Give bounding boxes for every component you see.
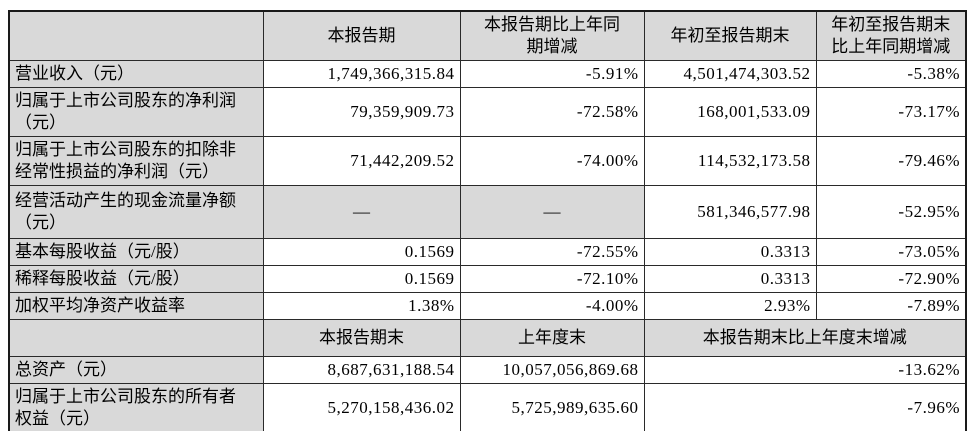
table-row-net-profit: 归属于上市公司股东的净利润 （元） 79,359,909.73 -72.58% … — [8, 87, 967, 137]
cell-period-end: 5,270,158,436.02 — [262, 383, 461, 431]
row-label: 归属于上市公司股东的所有者 权益（元） — [8, 383, 264, 431]
cell-ytd-yoy: -72.90% — [815, 265, 967, 293]
cell-yoy: -74.00% — [459, 136, 645, 186]
cell-current: 1.38% — [262, 292, 461, 320]
table-row-diluted-eps: 稀释每股收益（元/股） 0.1569 -72.10% 0.3313 -72.90… — [8, 265, 967, 293]
table-row-total-assets: 总资产（元） 8,687,631,188.54 10,057,056,869.6… — [8, 356, 967, 384]
row-label: 归属于上市公司股东的净利润 （元） — [8, 87, 264, 137]
header-ytd: 年初至报告期末 — [643, 10, 817, 61]
cell-ytd-yoy: -79.46% — [815, 136, 967, 186]
header-corner-cell-2 — [8, 319, 264, 357]
cell-prior-year-end: 5,725,989,635.60 — [459, 383, 645, 431]
cell-change: -7.96% — [643, 383, 967, 431]
cell-yoy: -72.10% — [459, 265, 645, 293]
row-label: 加权平均净资产收益率 — [8, 292, 264, 320]
cell-ytd: 168,001,533.09 — [643, 87, 817, 137]
cell-yoy: -5.91% — [459, 60, 645, 88]
table-header-period-end: 本报告期末 上年度末 本报告期末比上年度末增减 — [8, 319, 967, 357]
cell-ytd: 4,501,474,303.52 — [643, 60, 817, 88]
cell-yoy: -4.00% — [459, 292, 645, 320]
cell-current-dash: — — [262, 185, 461, 239]
table-row-basic-eps: 基本每股收益（元/股） 0.1569 -72.55% 0.3313 -73.05… — [8, 238, 967, 266]
header-current-vs-prior: 本报告期比上年同 期增减 — [459, 10, 645, 61]
cell-yoy-dash: — — [459, 185, 645, 239]
cell-ytd-yoy: -52.95% — [815, 185, 967, 239]
header-period-end: 本报告期末 — [262, 319, 461, 357]
row-label: 基本每股收益（元/股） — [8, 238, 264, 266]
header-current-period: 本报告期 — [262, 10, 461, 61]
table-row-owners-equity: 归属于上市公司股东的所有者 权益（元） 5,270,158,436.02 5,7… — [8, 383, 967, 431]
cell-ytd: 0.3313 — [643, 265, 817, 293]
row-label: 归属于上市公司股东的扣除非 经常性损益的净利润（元） — [8, 136, 264, 186]
header-corner-cell — [8, 10, 264, 61]
table-row-net-profit-excl-nonrecurring: 归属于上市公司股东的扣除非 经常性损益的净利润（元） 71,442,209.52… — [8, 136, 967, 186]
cell-change: -13.62% — [643, 356, 967, 384]
cell-ytd-yoy: -7.89% — [815, 292, 967, 320]
cell-ytd-yoy: -5.38% — [815, 60, 967, 88]
table-row-revenue: 营业收入（元） 1,749,366,315.84 -5.91% 4,501,47… — [8, 60, 967, 88]
cell-ytd: 2.93% — [643, 292, 817, 320]
table-row-operating-cash-flow: 经营活动产生的现金流量净额 （元） — — 581,346,577.98 -52… — [8, 185, 967, 239]
header-end-vs-prior: 本报告期末比上年度末增减 — [643, 319, 967, 357]
cell-period-end: 8,687,631,188.54 — [262, 356, 461, 384]
table-row-weighted-avg-roe: 加权平均净资产收益率 1.38% -4.00% 2.93% -7.89% — [8, 292, 967, 320]
cell-ytd-yoy: -73.05% — [815, 238, 967, 266]
cell-current: 0.1569 — [262, 238, 461, 266]
cell-yoy: -72.55% — [459, 238, 645, 266]
row-label: 总资产（元） — [8, 356, 264, 384]
row-label: 营业收入（元） — [8, 60, 264, 88]
row-label: 经营活动产生的现金流量净额 （元） — [8, 185, 264, 239]
row-label: 稀释每股收益（元/股） — [8, 265, 264, 293]
cell-current: 79,359,909.73 — [262, 87, 461, 137]
cell-prior-year-end: 10,057,056,869.68 — [459, 356, 645, 384]
cell-current: 71,442,209.52 — [262, 136, 461, 186]
table-header-period: 本报告期 本报告期比上年同 期增减 年初至报告期末 年初至报告期末 比上年同期增… — [8, 10, 967, 61]
cell-ytd: 114,532,173.58 — [643, 136, 817, 186]
cell-current: 0.1569 — [262, 265, 461, 293]
cell-ytd: 581,346,577.98 — [643, 185, 817, 239]
header-prior-year-end: 上年度末 — [459, 319, 645, 357]
header-ytd-vs-prior: 年初至报告期末 比上年同期增减 — [815, 10, 967, 61]
financial-summary-table: 本报告期 本报告期比上年同 期增减 年初至报告期末 年初至报告期末 比上年同期增… — [8, 10, 967, 431]
cell-ytd: 0.3313 — [643, 238, 817, 266]
cell-yoy: -72.58% — [459, 87, 645, 137]
cell-ytd-yoy: -73.17% — [815, 87, 967, 137]
cell-current: 1,749,366,315.84 — [262, 60, 461, 88]
